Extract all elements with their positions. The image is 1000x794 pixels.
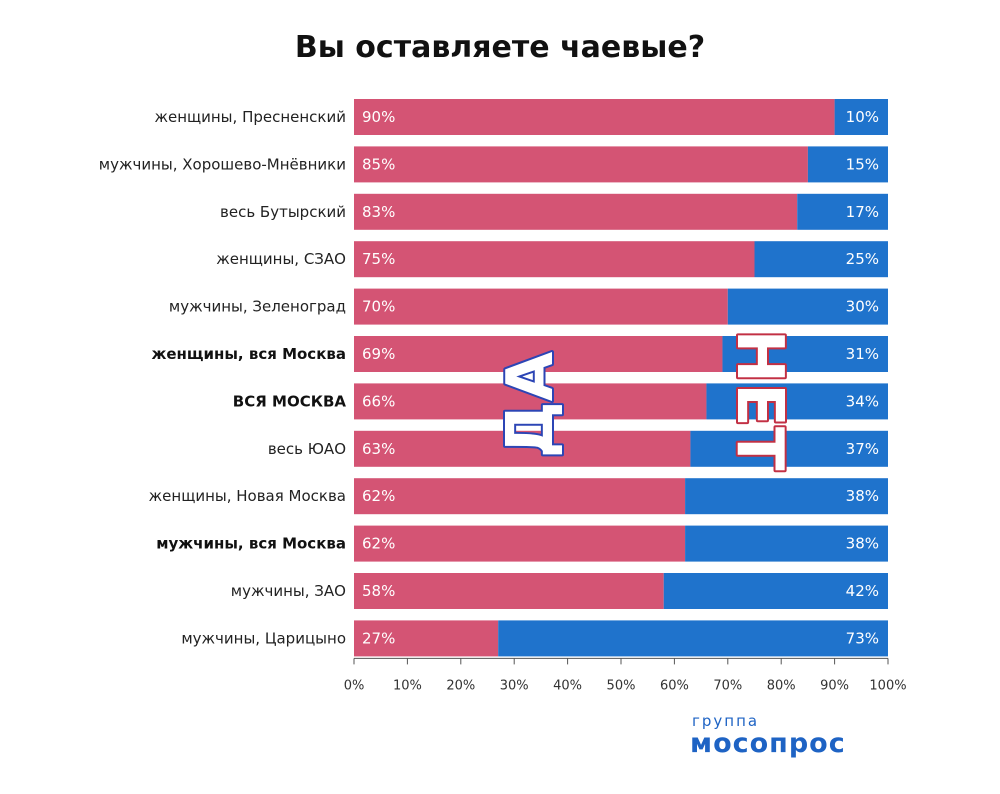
bar-no — [834, 99, 888, 135]
value-label-no: 31% — [846, 345, 879, 363]
category-labels: женщины, Пресненский мужчины, Хорошево-Мн… — [99, 108, 347, 647]
value-label-no: 15% — [846, 155, 879, 173]
bar-no — [498, 620, 888, 657]
x-tick-label: 20% — [446, 678, 475, 693]
value-label-no: 25% — [846, 250, 879, 268]
bar-no — [807, 146, 888, 183]
bar-yes — [354, 478, 686, 515]
logo-big-text: мосопрос — [690, 728, 846, 759]
x-tick-label: 0% — [344, 678, 365, 693]
category-label: мужчины, ЗАО — [231, 582, 346, 600]
x-tick-label: 80% — [767, 678, 796, 693]
value-label-yes: 70% — [362, 298, 395, 316]
category-label: мужчины, Хорошево-Мнёвники — [99, 155, 346, 173]
value-label-yes: 62% — [362, 487, 395, 505]
bar-no — [754, 241, 888, 278]
bar-no — [797, 193, 888, 230]
bar-yes — [354, 620, 499, 657]
value-label-no: 38% — [846, 487, 879, 505]
bar-no — [690, 430, 888, 467]
value-label-yes: 63% — [362, 440, 395, 458]
category-label: женщины, Пресненский — [154, 108, 346, 126]
x-tick-label: 60% — [660, 678, 689, 693]
mosopros-logo: группа мосопрос — [690, 712, 900, 759]
value-label-yes: 27% — [362, 629, 395, 647]
category-label: женщины, Новая Москва — [149, 487, 346, 505]
value-label-no: 38% — [846, 535, 879, 553]
category-label: ВСЯ МОСКВА — [233, 392, 347, 410]
value-label-yes: 90% — [362, 108, 395, 126]
value-label-yes: 83% — [362, 203, 395, 221]
x-tick-label: 30% — [500, 678, 529, 693]
bar-no — [663, 573, 888, 609]
bar-no — [685, 525, 888, 562]
x-tick-label: 90% — [820, 678, 849, 693]
value-label-yes: 69% — [362, 345, 395, 363]
value-label-no: 30% — [846, 298, 879, 316]
x-tick-label: 10% — [393, 678, 422, 693]
value-label-yes: 58% — [362, 582, 395, 600]
bar-no — [722, 336, 888, 372]
value-label-yes: 66% — [362, 392, 395, 410]
value-label-no: 37% — [846, 440, 879, 458]
value-label-no: 42% — [846, 582, 879, 600]
value-label-yes: 85% — [362, 155, 395, 173]
bar-yes — [354, 146, 808, 183]
category-label: женщины, вся Москва — [151, 345, 346, 363]
category-label: женщины, СЗАО — [216, 250, 346, 268]
annotation-yes: ДА — [494, 351, 568, 458]
value-label-no: 10% — [846, 108, 879, 126]
bar-yes — [354, 573, 664, 609]
value-label-yes: 75% — [362, 250, 395, 268]
bar-no — [727, 288, 888, 325]
annotation-no: НЕТ — [722, 330, 796, 471]
value-label-yes: 62% — [362, 535, 395, 553]
value-label-no: 73% — [846, 629, 879, 647]
x-tick-label: 40% — [553, 678, 582, 693]
x-tick-label: 70% — [713, 678, 742, 693]
page-title: Вы оставляете чаевые? — [294, 30, 706, 65]
value-label-no: 34% — [846, 392, 879, 410]
category-label: весь ЮАО — [268, 440, 346, 458]
x-tick-label: 50% — [607, 678, 636, 693]
x-axis: 0% 10% 20% 30% 40% 50% 60% 70% 80% 90% 100% — [344, 657, 907, 693]
x-tick-label: 100% — [869, 678, 906, 693]
bar-yes — [354, 241, 755, 278]
bar-yes — [354, 99, 835, 135]
logo-small-text: группа — [692, 712, 760, 730]
bar-no — [685, 478, 888, 515]
bar-yes — [354, 288, 728, 325]
annotations: ДА НЕТ — [492, 328, 798, 473]
bar-no — [706, 383, 888, 420]
value-labels: 90% 10% 85% 15% 83% 17% 75% 25% 70% 30% 69% 31% 66% 3… — [362, 108, 879, 647]
bar-yes — [354, 336, 723, 372]
bars-group — [354, 99, 888, 657]
bar-yes — [354, 193, 798, 230]
category-label: весь Бутырский — [220, 203, 346, 221]
bar-yes — [354, 430, 691, 467]
bar-yes — [354, 383, 707, 420]
value-label-no: 17% — [846, 203, 879, 221]
category-label: мужчины, Зеленоград — [169, 298, 346, 316]
category-label: мужчины, вся Москва — [156, 535, 346, 553]
category-label: мужчины, Царицыно — [181, 629, 346, 647]
bar-yes — [354, 525, 686, 562]
